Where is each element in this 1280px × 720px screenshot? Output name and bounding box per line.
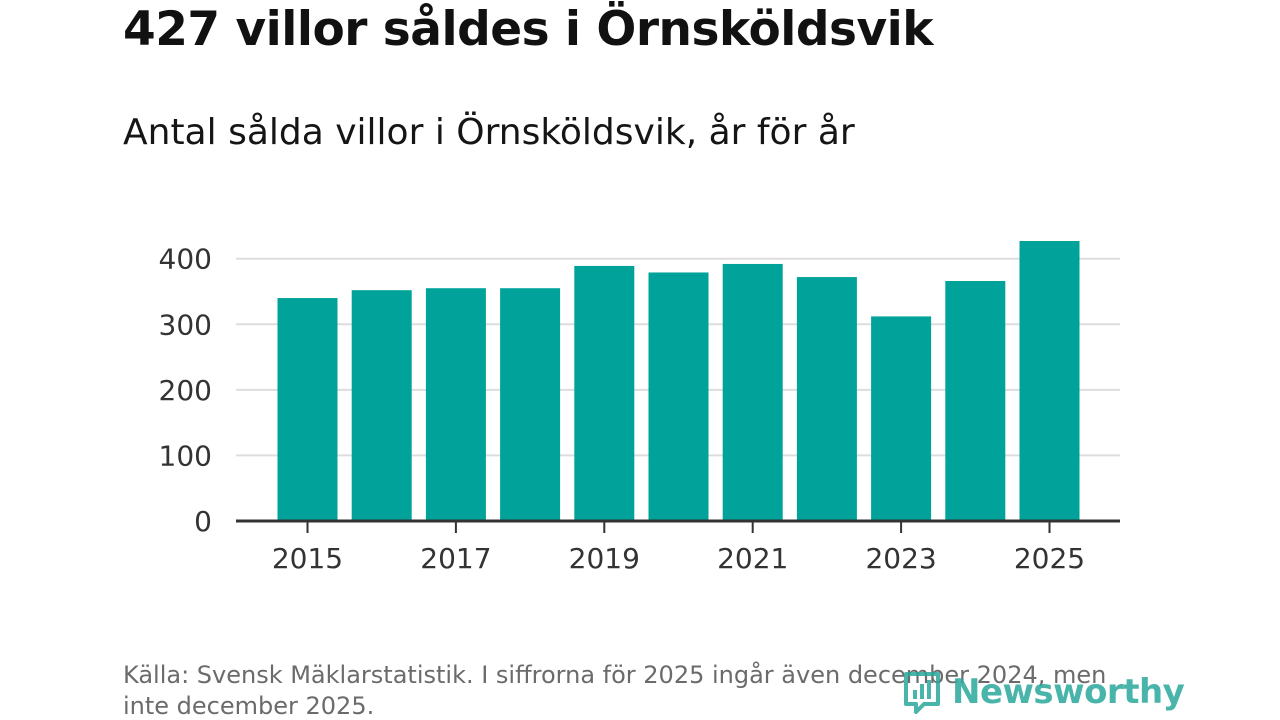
source-note: Källa: Svensk Mäklarstatistik. I siffror… [123,661,1107,720]
chart-title: 427 villor såldes i Örnsköldsvik [123,2,934,57]
x-tick-label: 2025 [1014,542,1085,575]
bar-2021 [722,263,783,521]
newsworthy-logo-icon [904,672,940,714]
y-tick-label: 0 [194,505,212,538]
brand-logo: Newsworthy [902,670,1185,714]
y-tick-label: 200 [159,374,212,407]
bar-2020 [648,272,709,521]
y-tick-label: 100 [159,439,212,472]
bar-2023 [871,316,932,521]
bar-2017 [425,288,486,521]
x-tick-label: 2023 [865,542,936,575]
bar-2025 [1019,241,1080,521]
chart-subtitle: Antal sålda villor i Örnsköldsvik, år fö… [123,112,855,153]
bar-2018 [500,288,561,521]
bar-2016 [351,290,412,521]
x-tick-label: 2015 [272,542,343,575]
y-tick-label: 400 [159,243,212,276]
x-tick-label: 2021 [717,542,788,575]
x-tick-label: 2017 [420,542,491,575]
bar-2015 [277,298,338,521]
bar-2019 [574,265,635,521]
bar-2024 [945,281,1006,521]
bar-2022 [796,277,857,521]
x-tick-label: 2019 [569,542,640,575]
y-tick-label: 300 [159,308,212,341]
brand-name: Newsworthy [952,672,1185,712]
